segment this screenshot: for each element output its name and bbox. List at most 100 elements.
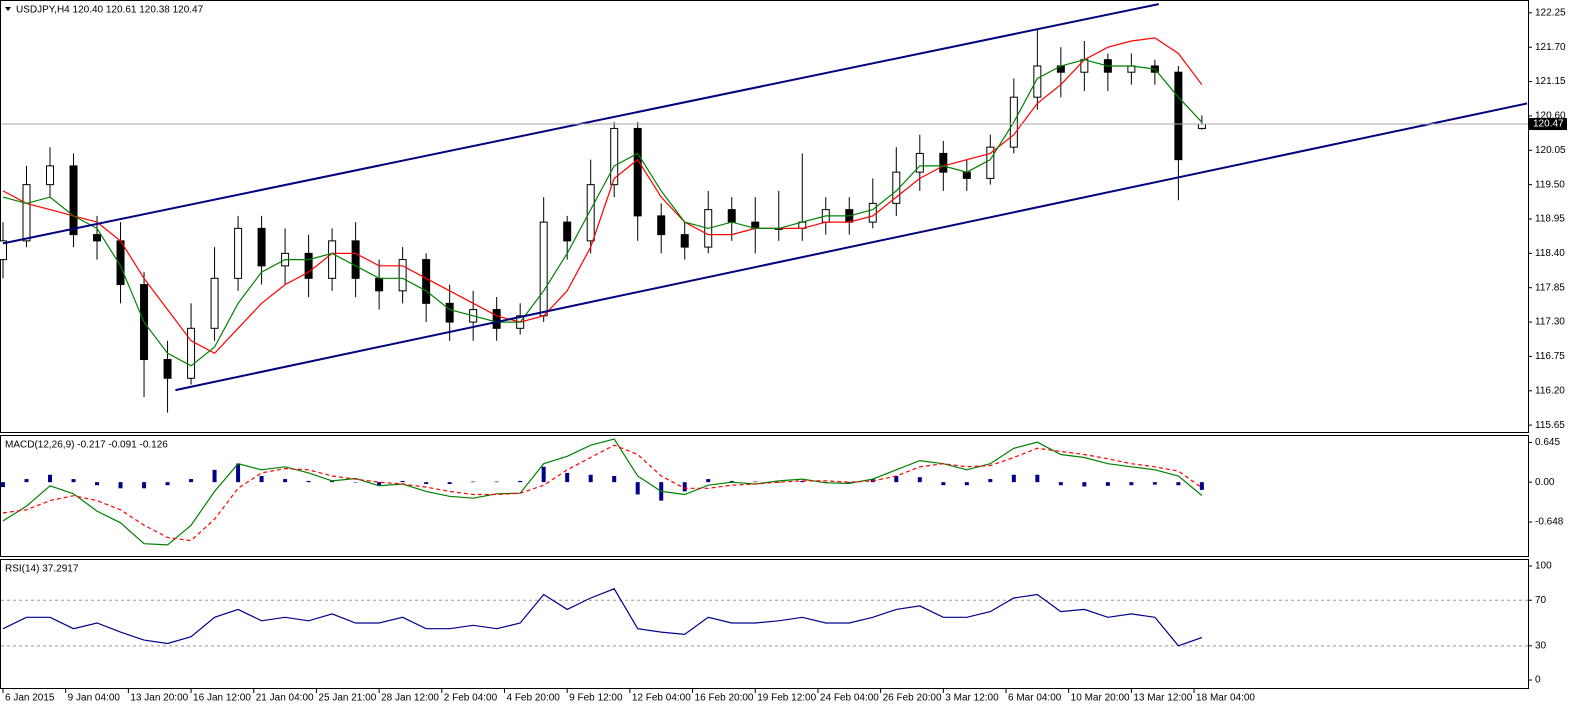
candle-body	[962, 171, 971, 179]
histogram-bar	[941, 482, 946, 486]
y-tick-label: 115.65	[1535, 420, 1565, 431]
x-tick-label: 3 Mar 12:00	[945, 693, 999, 704]
histogram-bar	[48, 474, 53, 483]
histogram-bar	[682, 482, 687, 492]
candle-body	[257, 227, 266, 267]
y-tick-label: 0	[1535, 675, 1541, 686]
histogram-bar	[729, 480, 734, 483]
y-tick-label: 118.95	[1535, 214, 1565, 225]
histogram-bar	[142, 482, 147, 489]
histogram-bar	[541, 466, 546, 483]
y-tick-label: 117.85	[1535, 282, 1565, 293]
candle-body	[586, 184, 595, 242]
histogram-bar	[1035, 474, 1040, 483]
x-tick-label: 24 Feb 04:00	[820, 693, 879, 704]
candle-body	[986, 146, 995, 179]
x-tick-label: 12 Feb 04:00	[632, 693, 691, 704]
y-tick-label: 116.20	[1535, 385, 1565, 396]
y-tick-label: 119.50	[1535, 179, 1565, 190]
y-tick-label: 0.00	[1535, 477, 1555, 488]
histogram-bar	[518, 480, 523, 483]
y-tick-label: 70	[1535, 595, 1547, 606]
histogram-bar	[1176, 482, 1181, 486]
candle-body	[539, 221, 548, 317]
histogram-bar	[283, 479, 288, 483]
candle-body	[563, 221, 572, 242]
channel-line	[175, 102, 1528, 392]
histogram-bar	[1011, 474, 1016, 483]
x-tick-label: 6 Mar 04:00	[1008, 693, 1062, 704]
candle-body	[304, 252, 313, 279]
histogram-bar	[212, 469, 217, 483]
y-tick-label: 30	[1535, 640, 1547, 651]
y-tick-label: 121.15	[1535, 76, 1566, 87]
current-price-box	[1529, 118, 1567, 131]
histogram-bar	[471, 481, 476, 483]
candle-body	[234, 227, 243, 279]
histogram-bar	[706, 479, 711, 483]
histogram-bar	[800, 480, 805, 483]
histogram-bar	[424, 482, 429, 484]
price-panel-frame	[0, 0, 1529, 433]
indicator-line	[2, 438, 1203, 546]
candle-body	[328, 240, 337, 279]
current-price-label: 120.47	[1533, 119, 1564, 130]
histogram-bar	[588, 474, 593, 483]
histogram-bar	[24, 479, 29, 483]
candle-body	[46, 165, 55, 186]
x-tick-label: 10 Mar 20:00	[1071, 693, 1130, 704]
candle-body	[1033, 65, 1042, 98]
candle-body	[163, 359, 172, 379]
panel-title: USDJPY,H4 120.40 120.61 120.38 120.47	[16, 5, 204, 16]
macd-panel-frame	[0, 435, 1529, 557]
x-tick-label: 13 Jan 20:00	[130, 693, 188, 704]
y-tick-label: 121.70	[1535, 42, 1566, 53]
candle-body	[633, 127, 642, 217]
x-tick-label: 9 Jan 04:00	[68, 693, 121, 704]
y-tick-label: 118.40	[1535, 248, 1565, 259]
candle-body	[915, 152, 924, 173]
moving-average	[2, 37, 1203, 355]
histogram-bar	[494, 481, 499, 483]
histogram-bar	[964, 482, 969, 486]
histogram-bar	[95, 482, 100, 486]
candle-body	[680, 234, 689, 248]
y-tick-label: -0.648	[1535, 517, 1564, 528]
histogram-bar	[776, 482, 781, 483]
x-tick-label: 26 Feb 20:00	[883, 693, 942, 704]
candle-body	[398, 259, 407, 292]
x-tick-label: 4 Feb 20:00	[506, 693, 560, 704]
y-tick-label: 122.25	[1535, 8, 1566, 19]
histogram-bar	[565, 472, 570, 483]
histogram-bar	[1082, 482, 1087, 487]
histogram-bar	[447, 482, 452, 484]
histogram-bar	[635, 482, 640, 495]
y-tick-label: 0.645	[1535, 437, 1560, 448]
menu-triangle	[5, 7, 11, 11]
candle-body	[93, 234, 102, 242]
candle-body	[492, 309, 501, 329]
candle-body	[1197, 123, 1206, 129]
candle-body	[1174, 71, 1183, 161]
histogram-bar	[1105, 482, 1110, 486]
candle-body	[422, 259, 431, 304]
x-tick-label: 9 Feb 12:00	[569, 693, 623, 704]
candle-body	[0, 240, 7, 261]
histogram-bar	[894, 476, 899, 483]
x-tick-label: 21 Jan 04:00	[256, 693, 314, 704]
candle-body	[210, 277, 219, 329]
candle-body	[375, 277, 384, 292]
y-tick-label: 120.60	[1535, 111, 1566, 122]
x-tick-label: 19 Feb 12:00	[757, 693, 816, 704]
x-tick-label: 6 Jan 2015	[5, 693, 55, 704]
candle-body	[657, 215, 666, 236]
x-tick-label: 25 Jan 21:00	[318, 693, 376, 704]
histogram-bar	[753, 481, 758, 483]
candle-body	[868, 202, 877, 223]
x-tick-label: 16 Jan 12:00	[193, 693, 251, 704]
x-tick-label: 13 Mar 12:00	[1133, 693, 1192, 704]
histogram-bar	[917, 477, 922, 483]
y-tick-label: 100	[1535, 561, 1552, 572]
